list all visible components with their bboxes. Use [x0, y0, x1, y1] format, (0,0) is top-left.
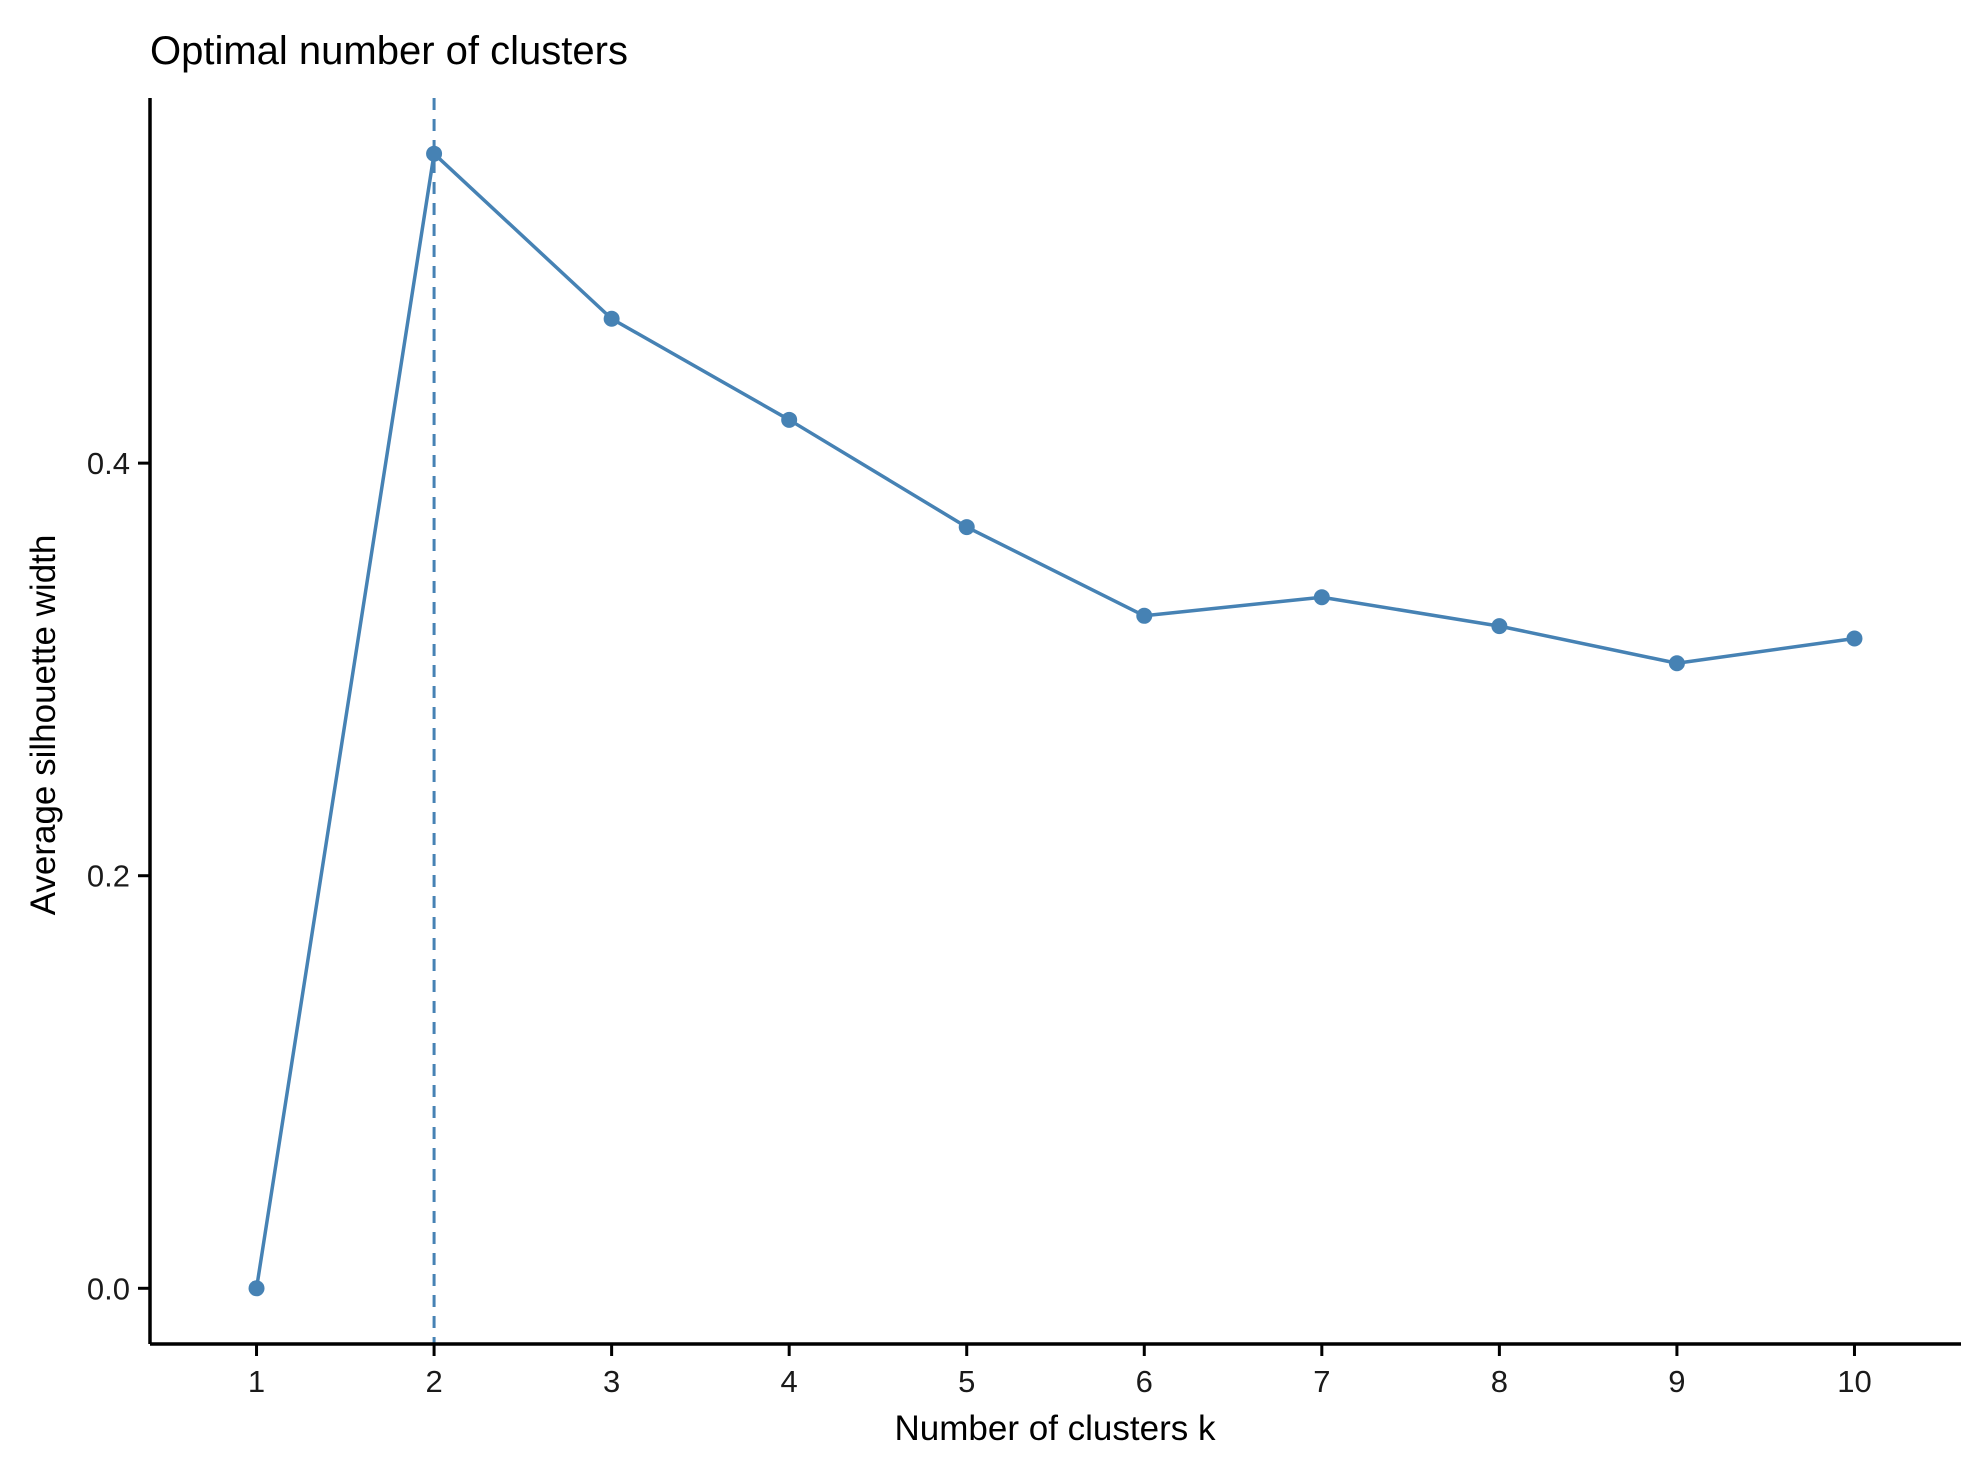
- axes: [148, 98, 1961, 1346]
- x-tick-label: 8: [1491, 1364, 1508, 1399]
- data-point-k6: [1136, 607, 1153, 624]
- data-point-k3: [603, 310, 620, 327]
- y-tick-label: 0.0: [87, 1271, 130, 1306]
- data-point-k9: [1668, 655, 1685, 672]
- plot-area: [248, 98, 1863, 1344]
- x-axis-label: Number of clusters k: [895, 1409, 1216, 1448]
- x-tick-label: 7: [1313, 1364, 1330, 1399]
- data-point-k1: [248, 1280, 265, 1297]
- data-point-k8: [1491, 618, 1508, 635]
- y-tick-label: 0.2: [87, 859, 130, 894]
- data-point-k10: [1846, 630, 1863, 647]
- x-tick-label: 3: [603, 1364, 620, 1399]
- series-line: [254, 151, 1855, 1289]
- data-point-k4: [781, 411, 798, 428]
- x-tick-label: 10: [1837, 1364, 1871, 1399]
- x-tick-label: 1: [248, 1364, 265, 1399]
- ticks: 1 2 3 4 5 6 7 8 9 10 0.0 0.2 0.4: [87, 446, 1872, 1399]
- data-point-k5: [958, 519, 975, 536]
- x-tick-label: 2: [425, 1364, 442, 1399]
- data-point-k2: [426, 145, 443, 162]
- x-tick-label: 9: [1668, 1364, 1685, 1399]
- y-tick-label: 0.4: [87, 446, 130, 481]
- y-axis-label: Average silhouette width: [24, 535, 63, 916]
- x-tick-label: 4: [781, 1364, 798, 1399]
- data-point-k7: [1313, 589, 1330, 606]
- x-tick-label: 6: [1136, 1364, 1153, 1399]
- x-tick-label: 5: [958, 1364, 975, 1399]
- chart-title: Optimal number of clusters: [150, 29, 628, 73]
